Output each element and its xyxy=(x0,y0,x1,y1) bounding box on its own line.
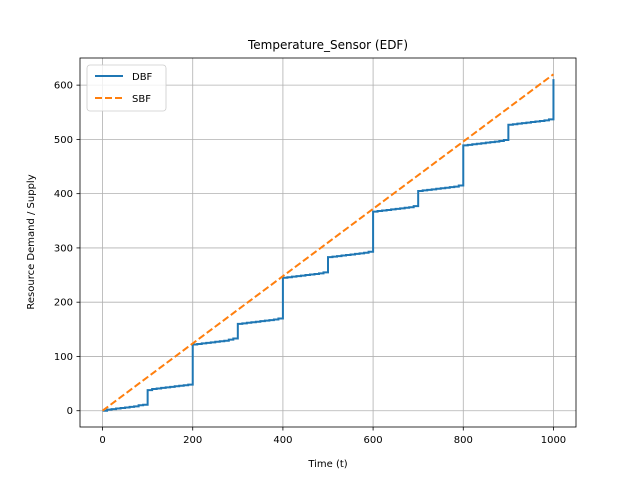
x-tick-label: 800 xyxy=(454,435,473,446)
x-tick-label: 400 xyxy=(273,435,292,446)
y-axis-label: Resource Demand / Supply xyxy=(26,174,37,309)
x-tick-label: 200 xyxy=(183,435,202,446)
x-tick-label: 1000 xyxy=(541,435,566,446)
legend-label-dbf: DBF xyxy=(132,72,153,83)
plot-frame xyxy=(79,57,577,428)
y-tick-label: 300 xyxy=(54,243,73,254)
x-tick-label: 0 xyxy=(99,435,105,446)
x-tick-label: 600 xyxy=(364,435,383,446)
series-line-sbf xyxy=(101,73,555,412)
axis-ticks: 0 200 400 600 800 1000 0 100 200 300 400 500 600 xyxy=(54,81,566,446)
y-tick-label: 100 xyxy=(54,352,73,363)
legend-label-sbf: SBF xyxy=(132,94,151,105)
legend: DBF SBF xyxy=(86,64,167,112)
y-tick-label: 200 xyxy=(54,298,73,309)
chart-title: Temperature_Sensor (EDF) xyxy=(247,38,408,52)
series-line-dbf xyxy=(102,79,555,412)
y-tick-label: 0 xyxy=(67,406,73,417)
y-tick-label: 500 xyxy=(54,135,73,146)
x-axis-label: Time (t) xyxy=(307,459,347,470)
y-tick-label: 400 xyxy=(54,189,73,200)
plot-series xyxy=(101,73,555,412)
y-tick-label: 600 xyxy=(54,81,73,92)
legend-box xyxy=(86,64,167,112)
